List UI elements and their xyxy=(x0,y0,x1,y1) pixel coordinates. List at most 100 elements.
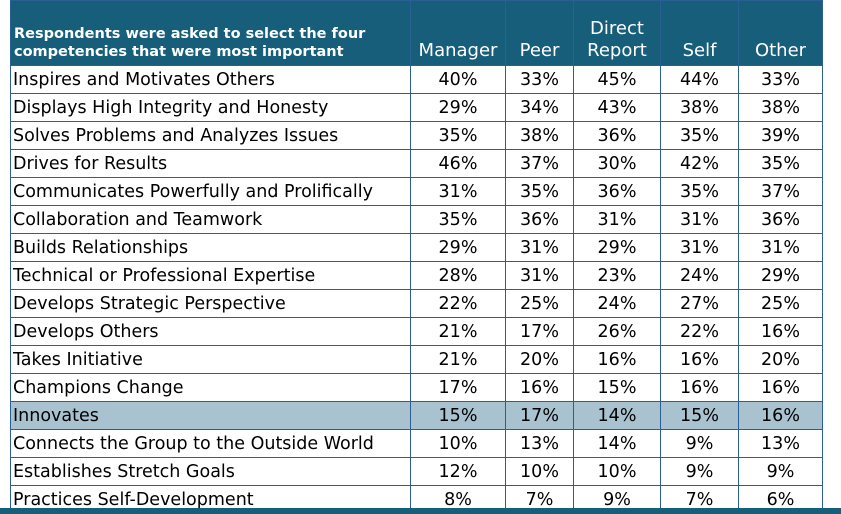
cell: 36% xyxy=(573,177,661,206)
table-row: Connects the Group to the Outside World 1… xyxy=(10,429,823,458)
cell: 35% xyxy=(505,177,574,206)
cell: 21% xyxy=(410,345,506,374)
cell: 46% xyxy=(410,149,506,178)
cell: 10% xyxy=(573,457,661,486)
cell: 37% xyxy=(738,177,823,206)
cell: 35% xyxy=(410,121,506,150)
table-row: Technical or Professional Expertise 28% 31… xyxy=(10,261,823,290)
row-label: Establishes Stretch Goals xyxy=(10,457,411,486)
cell: 16% xyxy=(738,401,823,430)
cell: 42% xyxy=(660,149,739,178)
cell: 10% xyxy=(505,457,574,486)
row-label: Technical or Professional Expertise xyxy=(10,261,411,290)
cell: 31% xyxy=(660,205,739,234)
cell: 40% xyxy=(410,65,506,94)
row-label: Develops Others xyxy=(10,317,411,346)
cell: 38% xyxy=(738,93,823,122)
header-cell: Direct Report xyxy=(573,0,661,66)
cell: 25% xyxy=(505,289,574,318)
cell: 36% xyxy=(505,205,574,234)
row-label: Builds Relationships xyxy=(10,233,411,262)
cell: 38% xyxy=(505,121,574,150)
cell: 10% xyxy=(410,429,506,458)
table-row: Solves Problems and Analyzes Issues 35% 38… xyxy=(10,121,823,150)
cell: 27% xyxy=(660,289,739,318)
row-label: Communicates Powerfully and Prolifically xyxy=(10,177,411,206)
table-row: Displays High Integrity and Honesty 29% 34… xyxy=(10,93,823,122)
cell: 15% xyxy=(410,401,506,430)
table-row: Builds Relationships 29% 31% 29% 31% 31% xyxy=(10,233,823,262)
cell: 12% xyxy=(410,457,506,486)
cell: 31% xyxy=(738,233,823,262)
cell: 9% xyxy=(738,457,823,486)
cell: 33% xyxy=(738,65,823,94)
cell: 22% xyxy=(660,317,739,346)
cell: 13% xyxy=(738,429,823,458)
table-row: Drives for Results 46% 37% 30% 42% 35% xyxy=(10,149,823,178)
row-label: Displays High Integrity and Honesty xyxy=(10,93,411,122)
cell: 33% xyxy=(505,65,574,94)
cell: 20% xyxy=(505,345,574,374)
row-label: Innovates xyxy=(10,401,411,430)
cell: 16% xyxy=(505,373,574,402)
cell: 22% xyxy=(410,289,506,318)
cell: 25% xyxy=(738,289,823,318)
row-label: Connects the Group to the Outside World xyxy=(10,429,411,458)
cell: 24% xyxy=(660,261,739,290)
cell: 36% xyxy=(573,121,661,150)
cell: 39% xyxy=(738,121,823,150)
cell: 31% xyxy=(505,261,574,290)
cell: 16% xyxy=(738,317,823,346)
table-row: Develops Strategic Perspective 22% 25% 24% 2… xyxy=(10,289,823,318)
cell: 9% xyxy=(660,457,739,486)
footer-bar xyxy=(0,508,841,514)
cell: 37% xyxy=(505,149,574,178)
row-label: Takes Initiative xyxy=(10,345,411,374)
cell: 45% xyxy=(573,65,661,94)
row-label: Solves Problems and Analyzes Issues xyxy=(10,121,411,150)
cell: 35% xyxy=(410,205,506,234)
cell: 31% xyxy=(505,233,574,262)
cell: 17% xyxy=(410,373,506,402)
cell: 36% xyxy=(738,205,823,234)
row-label: Collaboration and Teamwork xyxy=(10,205,411,234)
cell: 20% xyxy=(738,345,823,374)
cell: 17% xyxy=(505,401,574,430)
cell: 28% xyxy=(410,261,506,290)
table-row: Communicates Powerfully and Prolifically… xyxy=(10,177,823,206)
table-row: Innovates 15% 17% 14% 15% 16% xyxy=(10,401,823,430)
cell: 29% xyxy=(573,233,661,262)
cell: 16% xyxy=(738,373,823,402)
cell: 15% xyxy=(573,373,661,402)
cell: 31% xyxy=(660,233,739,262)
header-cell: Other xyxy=(738,0,823,66)
cell: 29% xyxy=(410,233,506,262)
row-label: Inspires and Motivates Others xyxy=(10,65,411,94)
cell: 24% xyxy=(573,289,661,318)
cell: 30% xyxy=(573,149,661,178)
cell: 9% xyxy=(660,429,739,458)
data-table: Respondents were asked to select the fou… xyxy=(10,0,823,514)
cell: 21% xyxy=(410,317,506,346)
header-cell: Peer xyxy=(505,0,574,66)
row-label: Develops Strategic Perspective xyxy=(10,289,411,318)
cell: 23% xyxy=(573,261,661,290)
cell: 14% xyxy=(573,429,661,458)
table-row: Takes Initiative 21% 20% 16% 16% 20% xyxy=(10,345,823,374)
table-row: Inspires and Motivates Others 40% 33% 45% 44… xyxy=(10,65,823,94)
cell: 31% xyxy=(573,205,661,234)
row-label: Drives for Results xyxy=(10,149,411,178)
cell: 44% xyxy=(660,65,739,94)
cell: 29% xyxy=(738,261,823,290)
header-cell: Self xyxy=(660,0,739,66)
header-cell: Respondents were asked to select the fou… xyxy=(10,0,411,66)
row-label: Champions Change xyxy=(10,373,411,402)
table-row: Collaboration and Teamwork 35% 36% 31% 31% 36… xyxy=(10,205,823,234)
cell: 35% xyxy=(660,177,739,206)
cell: 15% xyxy=(660,401,739,430)
cell: 35% xyxy=(738,149,823,178)
cell: 16% xyxy=(573,345,661,374)
header-cell: Manager xyxy=(410,0,506,66)
cell: 35% xyxy=(660,121,739,150)
